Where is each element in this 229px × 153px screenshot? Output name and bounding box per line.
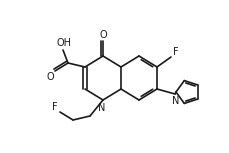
Text: F: F	[52, 102, 58, 112]
Text: F: F	[173, 47, 179, 57]
Text: N: N	[172, 96, 180, 106]
Text: N: N	[98, 103, 106, 113]
Text: OH: OH	[57, 38, 71, 48]
Text: O: O	[46, 72, 54, 82]
Text: O: O	[99, 30, 107, 40]
